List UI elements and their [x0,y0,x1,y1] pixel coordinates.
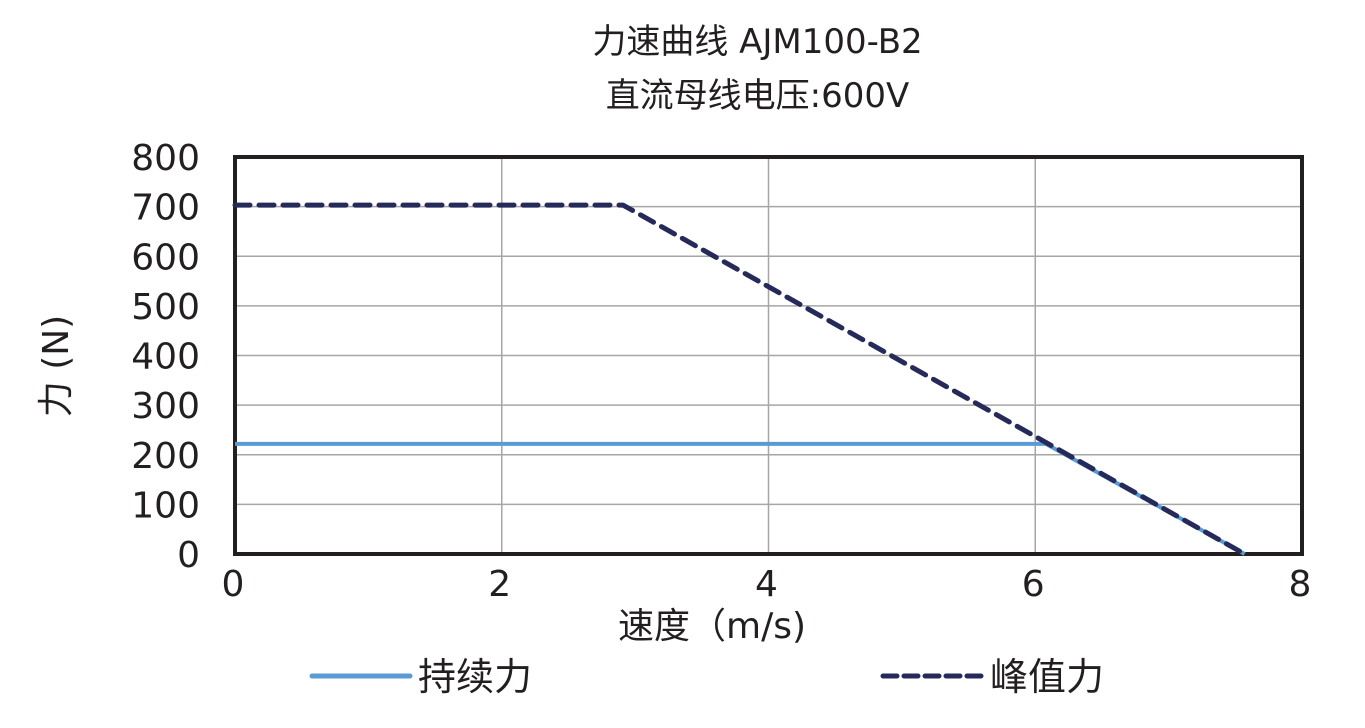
chart-subtitle: 直流母线电压:600V [605,76,910,116]
x-tick-label: 4 [755,564,778,605]
y-tick-label: 300 [131,386,200,427]
y-tick-label: 600 [131,237,200,278]
y-tick-label: 100 [131,485,200,526]
y-tick-label: 800 [131,138,200,179]
y-tick-label: 400 [131,337,200,378]
x-tick-label: 2 [488,564,511,605]
y-tick-label: 700 [131,188,200,229]
x-tick-label: 8 [1289,564,1312,605]
y-tick-label: 0 [177,535,200,576]
chart-title: 力速曲线 AJM100-B2 [592,22,923,62]
x-tick-label: 6 [1022,564,1045,605]
legend: 持续力 峰值力 [309,655,1104,699]
series-continuous-force [235,441,1246,556]
legend-continuous-label: 持续力 [418,655,532,699]
y-tick-label: 200 [131,436,200,477]
y-tick-label: 500 [131,287,200,328]
x-axis-label: 速度（m/s) [618,606,806,647]
plot-frame [233,155,1304,556]
y-axis-label: 力 (N) [36,315,77,417]
series-lines [232,202,1248,557]
y-axis-ticks: 0 100 200 300 400 500 600 700 800 [131,138,200,576]
x-axis-ticks: 0 2 4 6 8 [222,564,1312,605]
legend-peak-label: 峰值力 [990,655,1104,699]
series-peak-force [232,202,1248,557]
x-tick-label: 0 [222,564,245,605]
